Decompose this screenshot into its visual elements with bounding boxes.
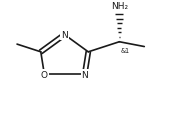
Text: NH₂: NH₂: [111, 2, 128, 11]
Text: N: N: [81, 70, 88, 79]
Text: &1: &1: [121, 48, 130, 54]
Text: N: N: [61, 31, 68, 40]
Text: O: O: [41, 70, 48, 79]
